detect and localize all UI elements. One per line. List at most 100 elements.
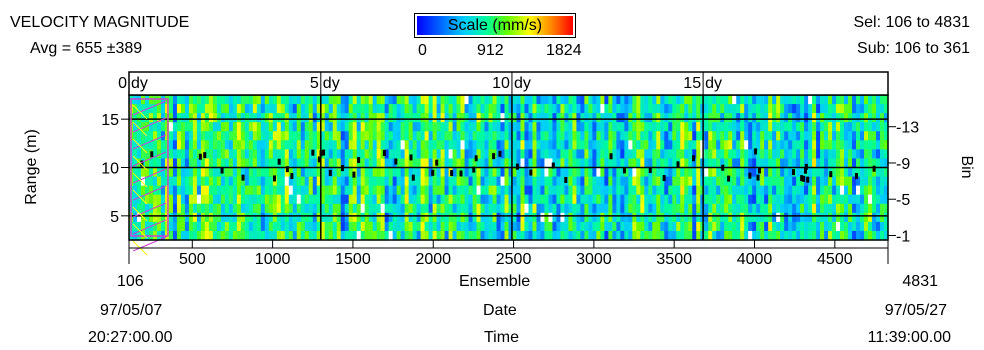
heatmap-cell xyxy=(504,104,510,114)
heatmap-cell xyxy=(316,131,322,141)
heatmap-cell xyxy=(836,140,841,150)
subrange-hatch xyxy=(132,151,167,167)
heatmap-cell xyxy=(796,122,801,132)
heatmap-cell xyxy=(804,131,809,141)
heatmap-cell xyxy=(872,95,877,105)
heatmap-cell xyxy=(176,203,182,214)
heatmap-cell xyxy=(172,158,178,169)
heatmap-cell xyxy=(308,158,314,169)
heatmap-cell xyxy=(868,122,873,132)
heatmap-cell xyxy=(620,212,625,223)
heatmap-cell xyxy=(248,140,254,150)
heatmap-cell xyxy=(388,167,394,178)
heatmap-cell xyxy=(728,149,733,160)
heatmap-cell xyxy=(836,104,841,114)
heatmap-cell xyxy=(780,122,785,132)
heatmap-cell xyxy=(400,149,406,160)
heatmap-cell xyxy=(840,140,845,150)
heatmap-cell xyxy=(544,158,550,169)
heatmap-cell xyxy=(608,176,613,187)
heatmap-cell xyxy=(640,221,645,232)
heatmap-cell xyxy=(192,95,198,105)
heatmap-cell xyxy=(552,113,558,123)
heatmap-cell xyxy=(480,104,486,114)
heatmap-cell xyxy=(412,95,418,105)
heatmap-cell xyxy=(228,95,234,105)
heatmap-cell xyxy=(424,104,430,114)
heatmap-cell xyxy=(632,221,637,232)
heatmap-cell xyxy=(732,185,737,196)
heatmap-cell xyxy=(868,176,873,187)
heatmap-cell xyxy=(452,149,458,160)
heatmap-cell xyxy=(884,194,889,205)
heatmap-cell xyxy=(832,212,837,223)
heatmap-cell xyxy=(548,167,554,178)
heatmap-cell xyxy=(808,122,813,132)
heatmap-cell xyxy=(364,104,370,114)
heatmap-cell xyxy=(856,95,861,105)
heatmap-cell xyxy=(596,140,601,150)
heatmap-cell xyxy=(292,122,298,132)
heatmap-cell xyxy=(376,95,382,105)
heatmap-cell xyxy=(580,212,585,223)
heatmap-cell xyxy=(356,221,362,232)
heatmap-cell xyxy=(420,176,426,187)
heatmap-cell xyxy=(640,185,645,196)
heatmap-cell xyxy=(484,149,490,160)
heatmap-cell xyxy=(448,158,454,169)
heatmap-cell xyxy=(412,149,418,160)
flagged-cell xyxy=(727,175,731,182)
heatmap-cell xyxy=(764,95,769,105)
subrange-hatch xyxy=(132,202,167,218)
heatmap-cell xyxy=(608,113,613,123)
heatmap-cell xyxy=(400,104,406,114)
heatmap-cell xyxy=(624,212,629,223)
heatmap-cell xyxy=(884,95,889,105)
heatmap-cell xyxy=(172,176,178,187)
heatmap-cell xyxy=(184,113,190,123)
heatmap-cell xyxy=(492,122,498,132)
heatmap-cell xyxy=(508,185,514,196)
heatmap-cell xyxy=(656,140,661,150)
heatmap-cell xyxy=(816,158,821,169)
heatmap-cell xyxy=(184,167,190,178)
heatmap-cell xyxy=(596,176,601,187)
heatmap-cell xyxy=(568,194,574,205)
heatmap-cell xyxy=(512,230,518,241)
heatmap-cell xyxy=(832,167,837,178)
y-axis-label: Range (m) xyxy=(23,129,40,205)
heatmap-cell xyxy=(508,113,514,123)
heatmap-cell xyxy=(264,113,270,123)
heatmap-cell xyxy=(460,167,466,178)
heatmap-cell xyxy=(392,230,398,241)
heatmap-cell xyxy=(156,149,162,160)
heatmap-cell xyxy=(652,149,657,160)
heatmap-cell xyxy=(448,203,454,214)
heatmap-cell xyxy=(656,131,661,141)
heatmap-cell xyxy=(656,158,661,169)
heatmap-cell xyxy=(504,122,510,132)
heatmap-cell xyxy=(532,122,538,132)
day-tick-label: 0 xyxy=(118,75,127,92)
heatmap-cell xyxy=(172,104,178,114)
heatmap-cell xyxy=(876,149,881,160)
heatmap-cell xyxy=(740,104,745,114)
heatmap-cell xyxy=(788,167,793,178)
heatmap-cell xyxy=(564,221,570,232)
heatmap-cell xyxy=(556,203,562,214)
heatmap-cell xyxy=(212,221,218,232)
heatmap-cell xyxy=(548,203,554,214)
heatmap-cell xyxy=(496,104,502,114)
heatmap-cell xyxy=(168,221,174,232)
heatmap-cell xyxy=(180,212,186,223)
heatmap-cell xyxy=(784,149,789,160)
heatmap-cell xyxy=(304,158,310,169)
heatmap-cell xyxy=(392,212,398,223)
heatmap-cell xyxy=(600,104,605,114)
heatmap-cell xyxy=(176,221,182,232)
heatmap-cell xyxy=(836,158,841,169)
heatmap-cell xyxy=(616,203,621,214)
heatmap-cell xyxy=(684,185,689,196)
heatmap-cell xyxy=(732,230,737,241)
heatmap-cell xyxy=(244,140,250,150)
